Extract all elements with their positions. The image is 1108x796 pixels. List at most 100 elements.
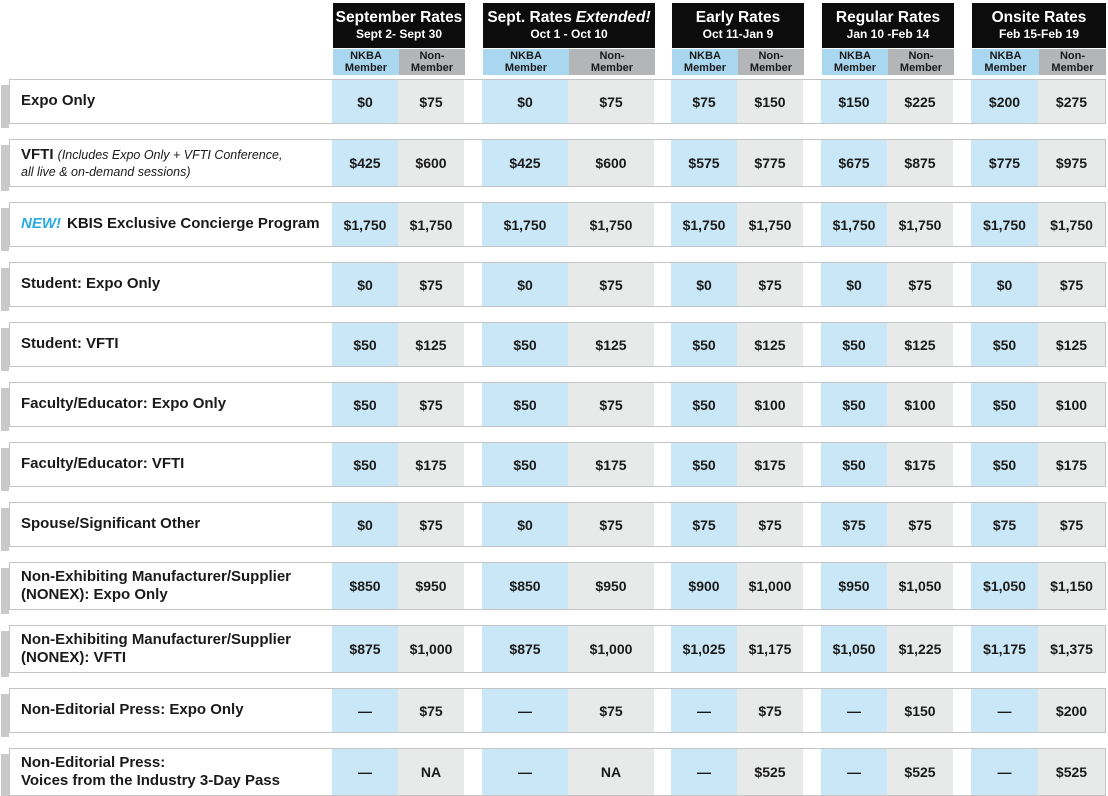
rate-cell-nkba-member: —	[482, 749, 568, 795]
column-gap	[953, 749, 971, 795]
rate-cell-non-member: $75	[568, 383, 654, 426]
rate-cell-non-member: $525	[1038, 749, 1105, 795]
rate-cell-nkba-member: $850	[482, 563, 568, 609]
rate-row: Student: Expo Only $0 $75 $0 $75 $0 $75 $0 $75 $0…	[0, 262, 1106, 311]
rate-cell-nkba-member: $675	[821, 140, 887, 186]
column-gap	[464, 443, 482, 486]
rate-row: Expo Only $0 $75 $0 $75 $75 $150 $150 $225 $200 $2…	[0, 79, 1106, 128]
rate-cell-non-member: $175	[568, 443, 654, 486]
rate-cell-non-member: $175	[1038, 443, 1105, 486]
nkba-member-column-header-line1: NKBA	[510, 49, 542, 62]
rate-cell-non-member: $75	[737, 263, 803, 306]
rate-cell-nkba-member: $0	[482, 263, 568, 306]
non-member-column-header: Non- Member	[738, 49, 804, 75]
column-gap	[464, 140, 482, 186]
rate-cell-non-member: $600	[398, 140, 464, 186]
column-gap	[803, 383, 821, 426]
rate-cell-non-member: $275	[1038, 80, 1105, 123]
non-member-column-header: Non- Member	[399, 49, 465, 75]
rate-cell-nkba-member: $575	[671, 140, 737, 186]
rate-cell-non-member: $75	[887, 263, 953, 306]
rate-cell-non-member: $1,000	[737, 563, 803, 609]
rate-cell-nkba-member: $1,750	[971, 203, 1038, 246]
rate-period-dates: Feb 15-Feb 19	[998, 26, 1080, 41]
rate-cell-non-member: $150	[887, 689, 953, 732]
rate-cell-non-member: $175	[737, 443, 803, 486]
rate-cell-nkba-member: $1,175	[971, 626, 1038, 672]
rate-cell-nkba-member: $75	[821, 503, 887, 546]
rate-period-title-box: Early Rates Oct 11-Jan 9	[672, 3, 804, 48]
column-gap	[803, 140, 821, 186]
column-gap	[654, 689, 671, 732]
rate-cell-nkba-member: $775	[971, 140, 1038, 186]
rate-period-dates: Oct 1 - Oct 10	[530, 26, 608, 41]
rate-cell-non-member: $225	[887, 80, 953, 123]
rate-cell-nkba-member: —	[971, 689, 1038, 732]
rate-row: VFTI (Includes Expo Only + VFTI Conferen…	[0, 139, 1106, 191]
membership-subheader: NKBA Member Non- Member	[672, 49, 804, 75]
row-label-line: Non-Exhibiting Manufacturer/Supplier	[21, 568, 326, 586]
rate-period-dates: Oct 11-Jan 9	[702, 26, 774, 41]
row-label-line2: Voices from the Industry 3-Day Pass	[21, 772, 280, 789]
rate-cell-non-member: $1,750	[1038, 203, 1105, 246]
rates-table-header: September Rates Sept 2- Sept 30 NKBA Member…	[333, 3, 1108, 75]
rate-cell-nkba-member: $0	[332, 503, 398, 546]
nkba-member-column-header: NKBA Member	[822, 49, 888, 75]
column-gap	[803, 80, 821, 123]
row-label-text: KBIS Exclusive Concierge Program	[67, 215, 320, 233]
rate-cell-nkba-member: —	[332, 749, 398, 795]
nkba-member-column-header: NKBA Member	[333, 49, 399, 75]
rate-cell-non-member: $1,175	[737, 626, 803, 672]
column-gap	[464, 383, 482, 426]
rate-cell-non-member: $75	[398, 503, 464, 546]
rate-cell-non-member: NA	[398, 749, 464, 795]
column-gap	[803, 443, 821, 486]
column-gap	[953, 140, 971, 186]
row-label: Non-Exhibiting Manufacturer/Supplier (NON…	[10, 626, 332, 672]
rate-cell-non-member: $525	[887, 749, 953, 795]
rate-period-title-box: September Rates Sept 2- Sept 30	[333, 3, 465, 48]
nkba-member-column-header-line1: NKBA	[989, 49, 1022, 62]
row-label: Student: VFTI	[10, 323, 332, 366]
rate-cell-non-member: $1,375	[1038, 626, 1105, 672]
column-gap	[953, 80, 971, 123]
row-label-text: Non-Exhibiting Manufacturer/Supplier	[21, 567, 292, 585]
rate-cell-nkba-member: —	[821, 749, 887, 795]
non-member-column-header: Non- Member	[888, 49, 954, 75]
row-label-text: Non-Editorial Press:	[21, 753, 166, 771]
row-label-line: VFTI (Includes Expo Only + VFTI Conferen…	[21, 146, 326, 164]
non-member-column-header-line1: Non-	[758, 49, 784, 62]
row-label: Expo Only	[10, 80, 332, 123]
column-gap	[654, 503, 671, 546]
row-label-line: Student: VFTI	[21, 335, 326, 353]
rate-cell-non-member: $1,225	[887, 626, 953, 672]
non-member-column-header-line1: Non-	[1059, 49, 1086, 62]
column-gap	[953, 383, 971, 426]
rate-row: Non-Exhibiting Manufacturer/Supplier (NON…	[0, 625, 1106, 677]
nkba-member-column-header-line2: Member	[504, 62, 548, 74]
rate-cell-nkba-member: $50	[671, 323, 737, 366]
row-label-line: Faculty/Educator: VFTI	[21, 455, 326, 473]
row-label-line: Student: Expo Only	[21, 275, 326, 293]
nkba-member-column-header: NKBA Member	[483, 49, 569, 75]
rate-cell-nkba-member: $50	[971, 323, 1038, 366]
rate-period-dates: Jan 10 -Feb 14	[846, 26, 930, 41]
rate-cell-nkba-member: $150	[821, 80, 887, 123]
rate-cell-nkba-member: $75	[671, 503, 737, 546]
rate-cell-nkba-member: —	[482, 689, 568, 732]
row-label-text: VFTI	[21, 146, 54, 164]
column-gap	[464, 80, 482, 123]
row-label-text: Faculty/Educator: VFTI	[21, 455, 185, 473]
rate-period-title-emphasis: Extended!	[575, 9, 651, 26]
rate-cell-nkba-member: $200	[971, 80, 1038, 123]
rate-period-header: September Rates Sept 2- Sept 30 NKBA Member…	[333, 3, 465, 75]
rate-cell-nkba-member: $50	[332, 383, 398, 426]
column-gap	[654, 563, 671, 609]
rate-cell-non-member: $75	[398, 263, 464, 306]
non-member-column-header-line2: Member	[590, 62, 634, 74]
rate-cell-nkba-member: —	[671, 689, 737, 732]
rate-row: Non-Editorial Press: Voices from the Indu…	[0, 748, 1106, 796]
nkba-member-column-header-line2: Member	[984, 62, 1027, 74]
rate-cell-non-member: $100	[1038, 383, 1105, 426]
rate-cell-non-member: $75	[568, 503, 654, 546]
